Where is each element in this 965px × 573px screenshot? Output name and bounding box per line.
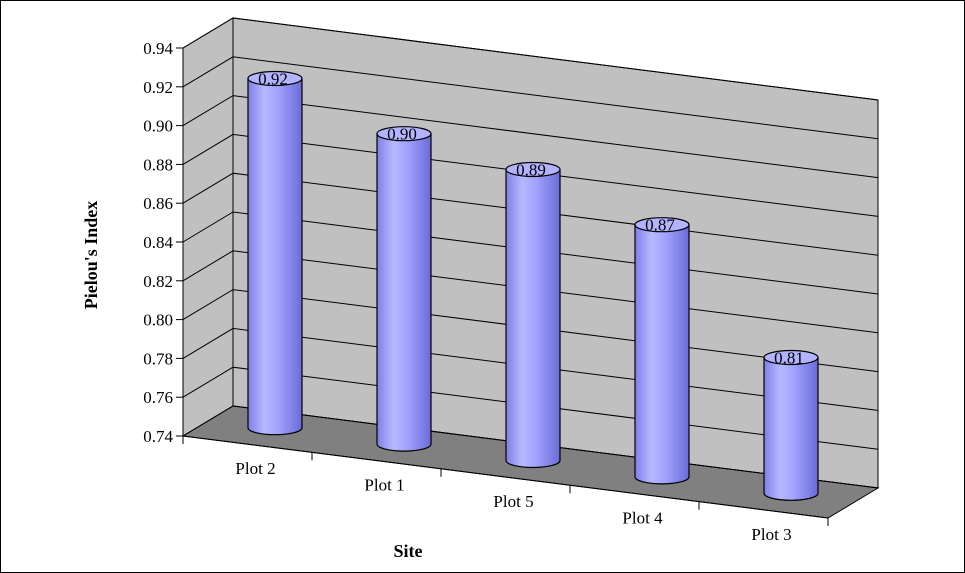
x-tick-label: Plot 3 (751, 525, 791, 544)
gridline (182, 56, 879, 140)
bar (505, 161, 561, 469)
bar-body (505, 168, 561, 469)
bar-body (763, 356, 819, 501)
y-tick-label: 0.76 (143, 388, 173, 407)
data-label: 0.90 (387, 125, 417, 144)
y-tick-labels: 0.74 0.76 0.78 0.80 0.82 0.84 0.86 0.88 0.90 0.92… (143, 39, 173, 446)
data-label: 0.81 (774, 349, 804, 368)
gridline (182, 133, 879, 217)
y-tick-label: 0.84 (143, 233, 173, 252)
bar (376, 126, 432, 452)
y-tick-label: 0.90 (143, 117, 173, 136)
bar-top (763, 349, 819, 366)
y-tick-label: 0.78 (143, 349, 173, 368)
bar (763, 349, 819, 501)
bar-body (247, 77, 303, 436)
x-tick-label: Plot 1 (364, 476, 404, 495)
bar-top (376, 126, 432, 142)
bar-top (247, 70, 303, 87)
y-tick-label: 0.92 (143, 78, 173, 97)
bar (247, 70, 303, 436)
data-label: 0.89 (516, 161, 546, 180)
data-label: 0.87 (645, 216, 675, 235)
x-tick-labels: Plot 2 Plot 1 Plot 5 Plot 4 Plot 3 (235, 459, 791, 544)
y-tick-label: 0.86 (143, 194, 173, 213)
x-tick-label: Plot 5 (493, 492, 533, 511)
gridline (182, 17, 879, 101)
y-tick-label: 0.94 (143, 39, 173, 58)
bar-top (634, 217, 690, 233)
axes (176, 47, 829, 526)
data-labels: 0.92 0.90 0.89 0.87 0.81 (258, 70, 804, 368)
x-tick-label: Plot 4 (622, 508, 663, 527)
x-axis-title: Site (394, 541, 423, 561)
y-tick-label: 0.82 (143, 272, 173, 291)
y-tick-label: 0.80 (143, 311, 173, 330)
bar-top (505, 161, 561, 178)
bar-body (634, 224, 690, 485)
bar-body (376, 133, 432, 452)
y-axis-title: Pielou's Index (81, 201, 101, 310)
x-axis-line (182, 435, 829, 519)
bars (247, 70, 819, 501)
x-tick-label: Plot 2 (235, 459, 275, 478)
y-tick-label: 0.74 (143, 427, 173, 446)
bar (634, 217, 690, 485)
y-tick-label: 0.88 (143, 155, 173, 174)
data-label: 0.92 (258, 70, 288, 89)
gridline (182, 95, 879, 179)
